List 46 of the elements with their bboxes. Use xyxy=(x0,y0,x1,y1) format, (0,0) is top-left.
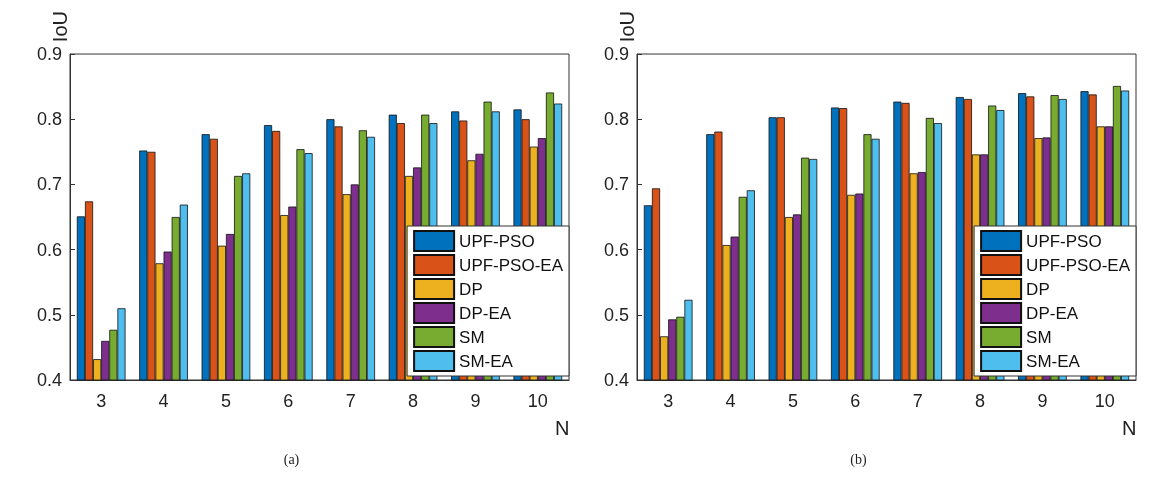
y-tick-label: 0.8 xyxy=(603,109,629,130)
x-tick-label: 3 xyxy=(663,391,674,411)
x-tick-label: 8 xyxy=(975,391,986,411)
y-tick-label: 0.4 xyxy=(36,370,62,390)
y-tick-label: 0.6 xyxy=(603,239,629,260)
y-tick-label: 0.9 xyxy=(36,44,62,65)
x-axis-title: N xyxy=(555,417,570,439)
text: (a) xyxy=(283,451,300,468)
x-tick-label: 8 xyxy=(408,391,419,411)
x-tick-label: 5 xyxy=(787,391,798,411)
legend-label: UPF-PSO xyxy=(459,231,535,251)
x-tick-label: 7 xyxy=(912,391,923,411)
legend-label: UPF-PSO-EA xyxy=(459,255,564,275)
y-tick-label: 0.8 xyxy=(36,109,62,130)
y-axis-title: IoU xyxy=(616,11,638,43)
text: (b) xyxy=(850,451,867,468)
x-tick-label: 4 xyxy=(158,391,169,411)
x-tick-label: 5 xyxy=(220,391,231,411)
y-tick-label: 0.9 xyxy=(603,44,629,65)
legend-label: DP xyxy=(459,279,483,299)
x-tick-label: 7 xyxy=(345,391,356,411)
y-tick-label: 0.7 xyxy=(603,174,629,195)
x-tick-label: 6 xyxy=(283,391,294,411)
x-axis-title: N xyxy=(1122,417,1137,439)
legend-label: SM xyxy=(1026,327,1052,347)
legend-label: SM-EA xyxy=(1026,351,1081,371)
y-tick-label: 0.7 xyxy=(36,174,62,195)
x-tick-label: 3 xyxy=(96,391,107,411)
legend-label: DP-EA xyxy=(1026,303,1079,323)
legend-label: DP-EA xyxy=(459,303,512,323)
legend-label: SM xyxy=(459,327,485,347)
x-tick-label: 6 xyxy=(850,391,861,411)
legend-label: UPF-PSO-EA xyxy=(1026,255,1131,275)
legend-label: SM-EA xyxy=(459,351,514,371)
x-tick-label: 10 xyxy=(1094,391,1115,411)
x-tick-label: 9 xyxy=(470,391,481,411)
x-tick-label: 9 xyxy=(1037,391,1048,411)
y-axis-title: IoU xyxy=(49,11,71,43)
x-tick-label: 10 xyxy=(527,391,548,411)
y-tick-label: 0.6 xyxy=(36,239,62,260)
legend-label: UPF-PSO xyxy=(1026,231,1102,251)
y-tick-label: 0.5 xyxy=(36,304,62,325)
y-tick-label: 0.4 xyxy=(603,370,629,390)
y-tick-label: 0.5 xyxy=(603,304,629,325)
x-tick-label: 4 xyxy=(725,391,736,411)
legend-label: DP xyxy=(1026,279,1050,299)
